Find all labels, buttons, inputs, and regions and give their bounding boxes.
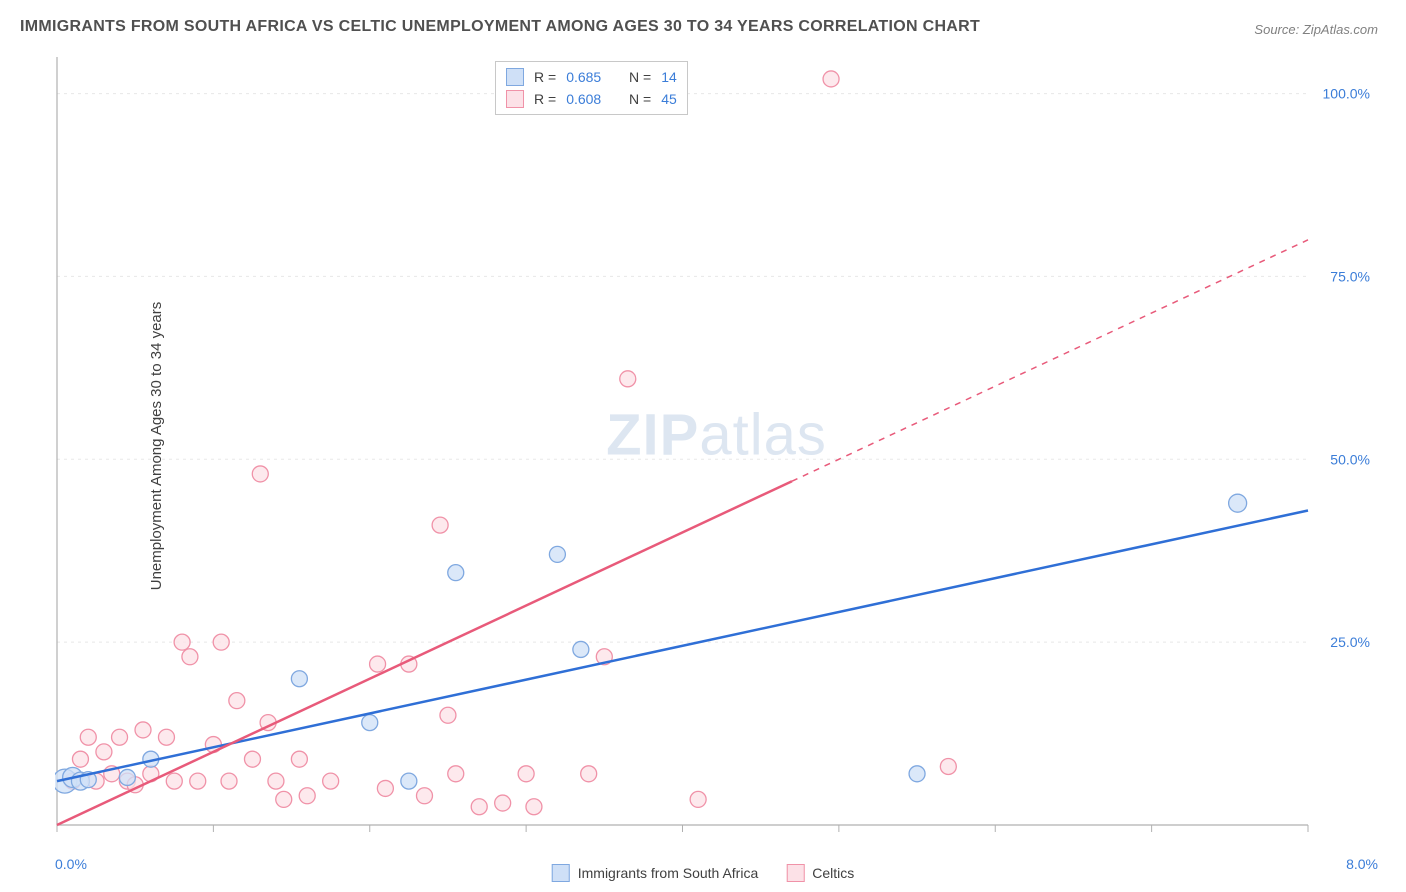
chart-container: IMMIGRANTS FROM SOUTH AFRICA VS CELTIC U… [0, 0, 1406, 892]
stats-legend-row: R = 0.685 N = 14 [506, 66, 677, 88]
n-label: N = [629, 69, 651, 85]
n-value: 14 [661, 69, 677, 85]
legend-item-series-2: Celtics [786, 864, 854, 882]
r-value: 0.685 [566, 69, 601, 85]
stats-legend: R = 0.685 N = 14 R = 0.608 N = 45 [495, 61, 688, 115]
n-label: N = [629, 91, 651, 107]
x-axis-max-label: 8.0% [1346, 856, 1378, 872]
svg-text:25.0%: 25.0% [1330, 634, 1370, 650]
source-value: ZipAtlas.com [1303, 22, 1378, 37]
svg-text:100.0%: 100.0% [1323, 86, 1370, 102]
x-axis-min-label: 0.0% [55, 856, 87, 872]
r-label: R = [534, 91, 556, 107]
scatter-plot-svg: 25.0% 50.0% 75.0% 100.0% [55, 55, 1378, 847]
legend-item-series-1: Immigrants from South Africa [552, 864, 759, 882]
legend-swatch-2 [786, 864, 804, 882]
chart-title: IMMIGRANTS FROM SOUTH AFRICA VS CELTIC U… [20, 18, 980, 36]
r-label: R = [534, 69, 556, 85]
stats-legend-row: R = 0.608 N = 45 [506, 88, 677, 110]
stats-swatch [506, 68, 524, 86]
legend-label-2: Celtics [812, 865, 854, 881]
legend-label-1: Immigrants from South Africa [578, 865, 759, 881]
plot-area: 25.0% 50.0% 75.0% 100.0% R = 0.685 N = 14 R = 0… [55, 55, 1378, 847]
svg-text:75.0%: 75.0% [1330, 268, 1370, 284]
source-label: Source: [1254, 22, 1299, 37]
source-attribution: Source: ZipAtlas.com [1254, 22, 1378, 37]
bottom-legend: Immigrants from South Africa Celtics [552, 864, 855, 882]
r-value: 0.608 [566, 91, 601, 107]
legend-swatch-1 [552, 864, 570, 882]
stats-swatch [506, 90, 524, 108]
n-value: 45 [661, 91, 677, 107]
svg-text:50.0%: 50.0% [1330, 451, 1370, 467]
